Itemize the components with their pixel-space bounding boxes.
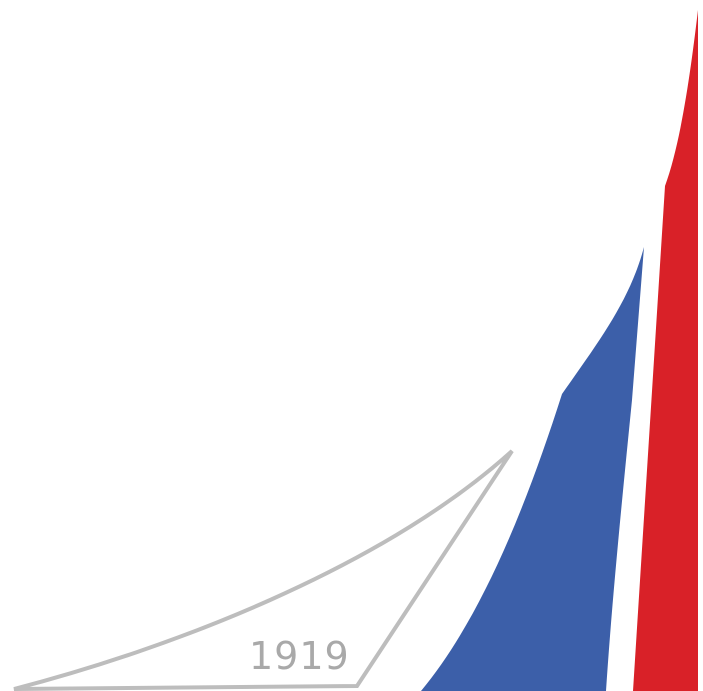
year-label: 1919 (249, 634, 350, 678)
outline-sail-shape (13, 449, 514, 691)
red-sail-shape (633, 10, 698, 691)
blue-sail-shape (421, 247, 644, 691)
